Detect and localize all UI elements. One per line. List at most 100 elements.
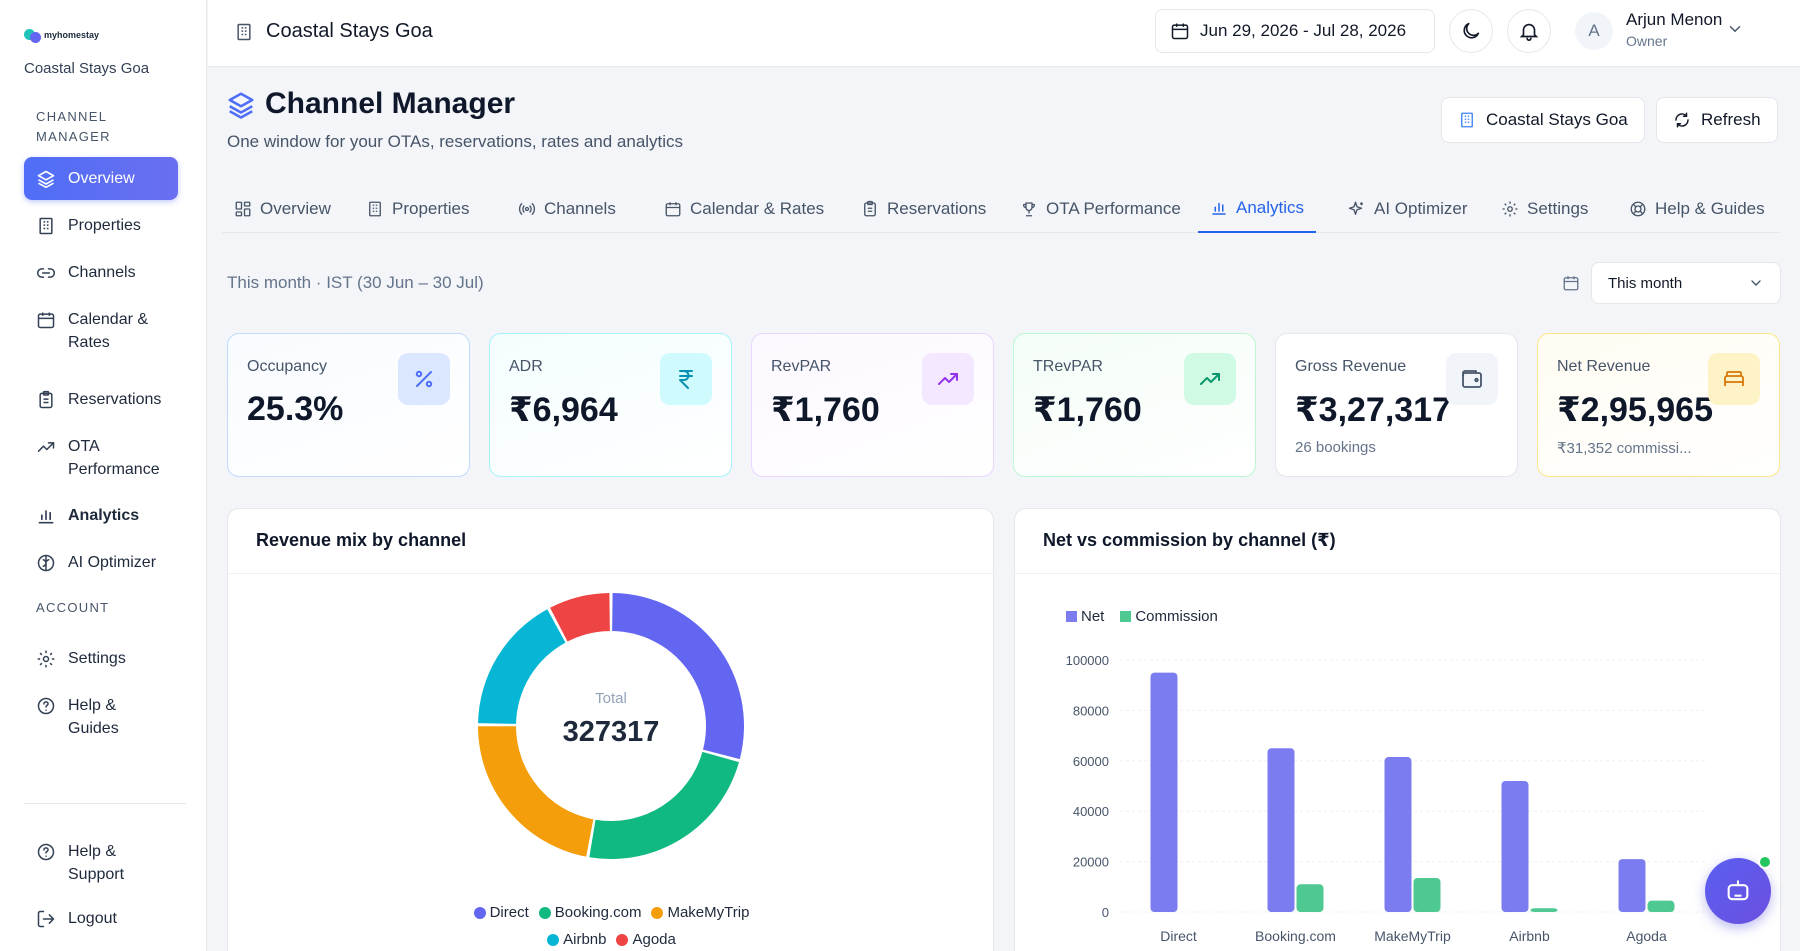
bar-net-agoda[interactable] <box>1618 859 1646 912</box>
user-name[interactable]: Arjun Menon <box>1626 10 1723 29</box>
legend-item-airbnb[interactable]: Airbnb <box>547 931 606 948</box>
range-select-value: This month <box>1608 274 1683 292</box>
header-property-title: Coastal Stays Goa <box>234 20 433 43</box>
tab-help-guides[interactable]: Help & Guides <box>1617 185 1777 233</box>
tab-reservations[interactable]: Reservations <box>849 185 998 233</box>
sparkles-icon <box>1348 201 1363 215</box>
legend-item-booking-com[interactable]: Booking.com <box>538 904 641 921</box>
tab-label: Analytics <box>1236 198 1305 217</box>
sidebar-item-label: Logout <box>68 910 117 927</box>
bar-commission-airbnb[interactable] <box>1530 908 1558 912</box>
sidebar-item-help-support[interactable]: Help & Support <box>24 830 178 896</box>
bell-icon <box>1519 23 1539 41</box>
legend-item-commission[interactable]: Commission <box>1120 608 1218 625</box>
legend-item-makemytrip[interactable]: MakeMyTrip <box>651 904 749 921</box>
tab-overview[interactable]: Overview <box>222 185 343 233</box>
legend-item-agoda[interactable]: Agoda <box>616 931 676 948</box>
kpi-label: Gross Revenue <box>1295 358 1407 375</box>
theme-toggle-button[interactable] <box>1449 9 1493 53</box>
range-select[interactable]: This month <box>1591 262 1781 304</box>
panel-title: Net vs commission by channel (₹) <box>1043 530 1336 550</box>
tab-settings[interactable]: Settings <box>1489 185 1600 233</box>
building-icon <box>1461 112 1473 128</box>
sidebar-item-ota-performance[interactable]: OTA Performance <box>24 425 178 491</box>
sidebar-item-logout[interactable]: Logout <box>24 897 178 940</box>
legend-swatch <box>616 933 629 946</box>
user-role: Owner <box>1626 33 1668 49</box>
online-status-dot <box>1758 855 1772 869</box>
legend-swatch <box>651 906 664 919</box>
calendar-icon <box>1563 276 1579 291</box>
bar-commission-agoda[interactable] <box>1647 900 1675 912</box>
kpi-value: ₹3,27,317 <box>1295 391 1452 429</box>
bar-chart-icon <box>1212 202 1226 215</box>
trending-up-icon <box>37 442 55 452</box>
bar-commission-makemytrip[interactable] <box>1413 877 1441 912</box>
tab-analytics[interactable]: Analytics <box>1198 185 1317 233</box>
donut-slice-direct[interactable] <box>612 593 744 760</box>
tab-channels[interactable]: Channels <box>506 185 628 233</box>
bar-net-airbnb[interactable] <box>1501 780 1529 912</box>
property-select-button[interactable]: Coastal Stays Goa <box>1441 97 1645 143</box>
kpi-subtext: 26 bookings <box>1295 439 1376 456</box>
sidebar-item-properties[interactable]: Properties <box>24 204 178 247</box>
date-range-picker[interactable]: Jun 29, 2026 - Jul 28, 2026 <box>1155 9 1435 53</box>
user-avatar[interactable]: A <box>1575 12 1613 50</box>
chevron-down-icon <box>1751 280 1761 286</box>
logo-text: myhomestay <box>44 30 100 40</box>
tab-ai-optimizer[interactable]: AI Optimizer <box>1336 185 1480 233</box>
kpi-card-occupancy: Occupancy 25.3% <box>227 333 470 477</box>
bar-net-makemytrip[interactable] <box>1384 757 1412 912</box>
bar-chart: 0 20000 40000 60000 80000 100000 Direct Booking… <box>1066 653 1705 944</box>
logo-mark-icon <box>24 28 42 43</box>
logout-icon <box>37 910 55 928</box>
sidebar-item-ai-optimizer[interactable]: AI Optimizer <box>24 541 178 584</box>
tab-label: AI Optimizer <box>1374 199 1468 218</box>
tab-label: Help & Guides <box>1655 199 1765 218</box>
tab-properties[interactable]: Properties <box>354 185 481 233</box>
donut-slice-booking-com[interactable] <box>589 751 739 859</box>
kpi-card-adr: ADR ₹6,964 <box>489 333 732 477</box>
sidebar-item-calendar-rates[interactable]: Calendar & Rates <box>24 298 178 364</box>
donut-slice-agoda[interactable] <box>550 593 610 642</box>
tab-calendar-rates[interactable]: Calendar & Rates <box>652 185 836 233</box>
wallet-icon <box>1462 370 1482 388</box>
legend-item-net[interactable]: Net <box>1066 608 1104 625</box>
trophy-icon <box>1022 202 1036 217</box>
sidebar-item-settings[interactable]: Settings <box>24 637 178 680</box>
trending-up-icon <box>938 373 958 385</box>
notifications-button[interactable] <box>1507 9 1551 53</box>
sidebar-item-label: Channels <box>68 264 136 281</box>
chevron-down-icon[interactable] <box>1726 20 1744 38</box>
kpi-label: Net Revenue <box>1557 358 1651 375</box>
sidebar-item-label: Analytics <box>68 507 140 524</box>
kpi-value: ₹6,964 <box>509 391 618 429</box>
legend-item-direct[interactable]: Direct <box>473 904 529 921</box>
refresh-icon <box>1675 112 1689 128</box>
donut-slice-airbnb[interactable] <box>478 609 566 724</box>
refresh-button[interactable]: Refresh <box>1656 97 1778 143</box>
legend-label: MakeMyTrip <box>667 904 750 921</box>
sidebar-item-channels[interactable]: Channels <box>24 251 178 294</box>
sidebar-item-reservations[interactable]: Reservations <box>24 378 178 421</box>
bar-commission-booking-com[interactable] <box>1296 884 1324 912</box>
bar-net-direct[interactable] <box>1150 672 1178 912</box>
bar-chart-icon <box>38 510 54 524</box>
kpi-value: ₹2,95,965 <box>1557 391 1714 429</box>
top-bar: Coastal Stays Goa Jun 29, 2026 - Jul 28,… <box>208 0 1800 67</box>
brand-logo[interactable]: myhomestay <box>24 28 100 43</box>
sidebar-item-overview[interactable]: Overview <box>24 157 178 200</box>
assistant-chat-button[interactable] <box>1705 858 1771 924</box>
sidebar-property-name: Coastal Stays Goa <box>24 60 150 77</box>
calendar-icon <box>37 312 55 329</box>
kpi-value: ₹1,760 <box>1033 391 1142 429</box>
bar-net-booking-com[interactable] <box>1267 748 1295 912</box>
sidebar-item-help-guides[interactable]: Help & Guides <box>24 684 178 750</box>
page-title: Channel Manager <box>265 87 516 120</box>
layers-icon <box>37 170 55 189</box>
kpi-card-net-revenue: Net Revenue ₹2,95,965 ₹31,352 commissi..… <box>1537 333 1780 477</box>
panel-title: Revenue mix by channel <box>256 530 467 550</box>
tab-ota-performance[interactable]: OTA Performance <box>1008 185 1193 233</box>
donut-slice-makemytrip[interactable] <box>478 726 594 857</box>
sidebar-item-analytics[interactable]: Analytics <box>24 494 178 537</box>
